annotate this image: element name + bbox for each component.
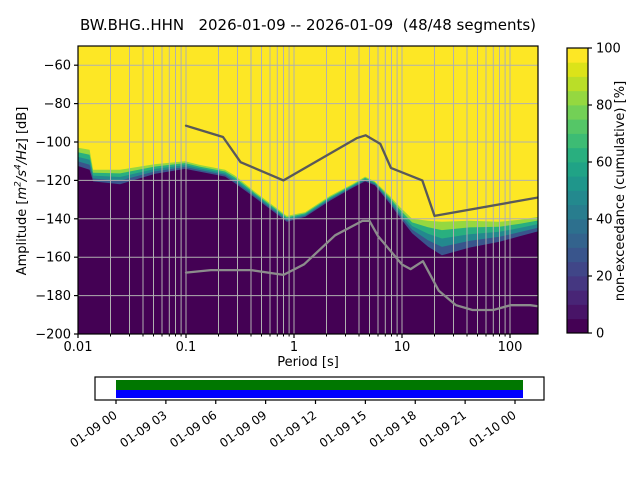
y-axis-label-segment: /Hz — [15, 143, 30, 165]
y-axis-label-segment: 4 — [13, 164, 24, 170]
colorbar-tick-label: 40 — [596, 213, 613, 228]
y-axis-label-segment: 2 — [13, 181, 24, 187]
colorbar-segment — [567, 219, 588, 234]
colorbar-segment — [567, 90, 588, 106]
colorbar-tick-label: 0 — [596, 327, 604, 342]
x-axis-label: Period [s] — [277, 355, 339, 370]
ppsd-plot-area — [78, 46, 538, 334]
y-tick-label: −100 — [35, 136, 71, 151]
y-axis-label-segment: m — [15, 186, 30, 200]
timeline-tick-label: 01-09 18 — [367, 408, 419, 450]
colorbar-tick-label: 20 — [596, 270, 613, 285]
timeline-tick-label: 01-09 00 — [67, 408, 119, 450]
y-axis-label-segment: /s — [15, 169, 30, 182]
colorbar-border — [566, 47, 589, 334]
colorbar-segment — [567, 304, 588, 320]
noise-model-nhnm-line — [184, 124, 538, 218]
timeline-tick-label: 01-09 06 — [167, 408, 219, 450]
y-axis-label: Amplitude [m2/s4/Hz] [dB] — [13, 41, 33, 341]
ppsd-band — [78, 166, 538, 334]
timeline-tick-label: 01-09 12 — [267, 408, 319, 450]
y-axis-label-segment: Amplitude [ — [15, 199, 30, 276]
colorbar-segment — [567, 162, 588, 177]
colorbar-segment — [567, 176, 588, 191]
x-tick-label: 100 — [498, 340, 523, 355]
timeline-tick-label: 01-09 21 — [417, 408, 469, 450]
colorbar-segment — [567, 147, 588, 163]
colorbar-tick-label: 80 — [596, 99, 613, 114]
colorbar-segment — [567, 190, 588, 206]
colorbar-segment — [567, 276, 588, 291]
timeline-tick-label: 01-10 00 — [466, 408, 518, 450]
timeline-tick-label: 01-09 03 — [117, 408, 169, 450]
colorbar-segment — [567, 62, 588, 77]
timeline-coverage-green-bar — [116, 380, 523, 390]
y-axis-label-segment: ] [dB] — [15, 106, 30, 144]
plot-border — [77, 45, 539, 335]
colorbar-segment — [567, 290, 588, 305]
x-tick-label: 10 — [394, 340, 411, 355]
colorbar-segment — [567, 261, 588, 277]
y-tick-label: −120 — [35, 174, 71, 189]
colorbar-segment — [567, 76, 588, 92]
y-tick-label: −80 — [44, 97, 71, 112]
colorbar-segment — [567, 233, 588, 248]
colorbar-segment — [567, 318, 588, 334]
noise-model-nlnm-line — [184, 219, 538, 312]
x-tick-label: 1 — [290, 340, 298, 355]
timeline-tick-label: 01-09 15 — [317, 408, 369, 450]
colorbar-tick-label: 100 — [596, 42, 621, 57]
colorbar-segment — [567, 133, 588, 149]
colorbar-segment — [567, 247, 588, 263]
y-tick-label: −160 — [35, 251, 71, 266]
colorbar-segment — [567, 48, 588, 63]
colorbar-segment — [567, 105, 588, 120]
colorbar-segment — [567, 204, 588, 220]
x-tick-label: 0.01 — [64, 340, 93, 355]
y-tick-label: −60 — [44, 59, 71, 74]
timeline-tick-label: 01-09 09 — [217, 408, 269, 450]
x-tick-label: 0.1 — [176, 340, 197, 355]
y-tick-label: −200 — [35, 328, 71, 343]
y-tick-label: −140 — [35, 212, 71, 227]
colorbar-label: non-exceedance (cumulative) [%] — [613, 80, 628, 302]
timeline-coverage-blue-bar — [116, 390, 523, 398]
y-tick-label: −180 — [35, 289, 71, 304]
colorbar-tick-label: 60 — [596, 156, 613, 171]
grid — [78, 46, 538, 334]
colorbar-segment — [567, 119, 588, 134]
plot-title: BW.BHG..HHN 2026-01-09 -- 2026-01-09 (48… — [80, 16, 536, 34]
